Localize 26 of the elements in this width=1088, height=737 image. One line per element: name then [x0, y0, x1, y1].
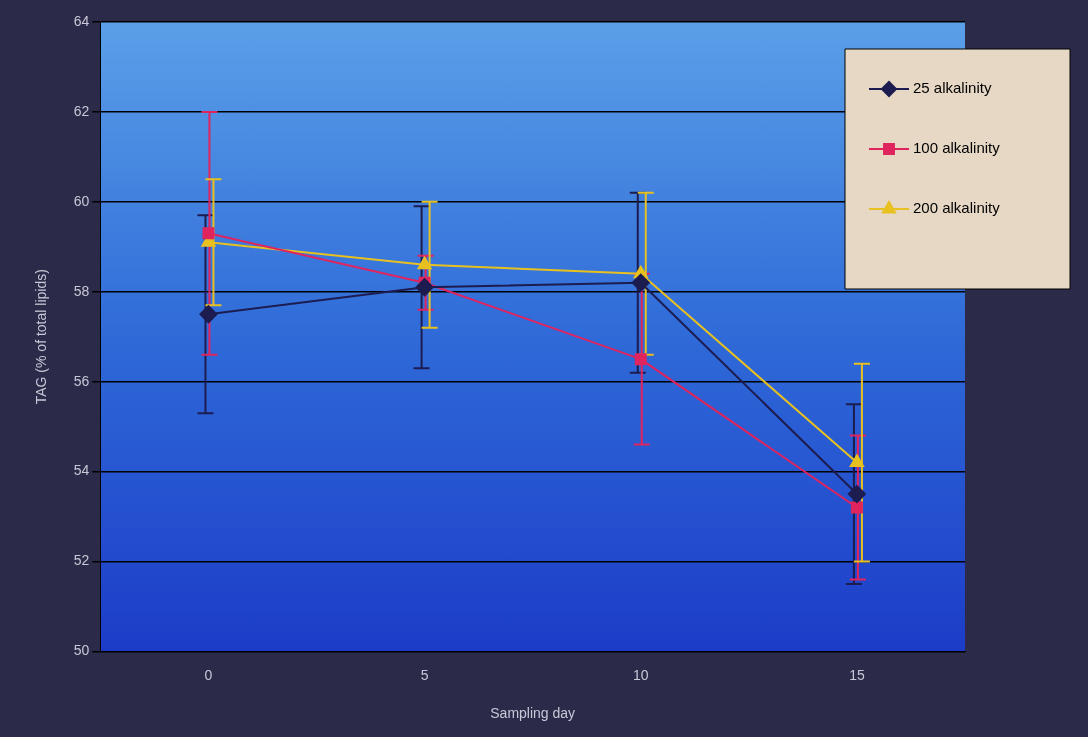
point	[417, 256, 432, 270]
y-tick-label: 62	[73, 102, 90, 119]
x-tick-label: 0	[204, 666, 213, 683]
legend-label: 100 alkalinity	[913, 139, 1001, 157]
x-tick-label: 15	[849, 666, 865, 683]
y-tick-label: 50	[73, 642, 90, 659]
point	[850, 501, 863, 514]
x-tick-label: 10	[632, 666, 649, 683]
legend-label: 25 alkalinity	[913, 79, 992, 97]
point	[847, 485, 866, 504]
y-tick-label: 54	[73, 462, 90, 479]
y-tick-label: 60	[73, 192, 90, 209]
y-axis-title: TAG (% of total lipids)	[33, 269, 50, 405]
point	[202, 227, 215, 240]
y-tick-label: 64	[73, 12, 90, 29]
point	[415, 278, 434, 297]
y-tick-label: 58	[73, 282, 90, 299]
point	[849, 454, 864, 468]
point	[634, 353, 647, 366]
point	[631, 273, 650, 292]
y-tick-label: 52	[73, 552, 90, 569]
x-axis-title: Sampling day	[490, 705, 576, 722]
y-tick-label: 56	[73, 372, 90, 389]
legend-label: 200 alkalinity	[913, 199, 1001, 217]
x-tick-label: 5	[420, 666, 429, 683]
point	[199, 305, 218, 324]
